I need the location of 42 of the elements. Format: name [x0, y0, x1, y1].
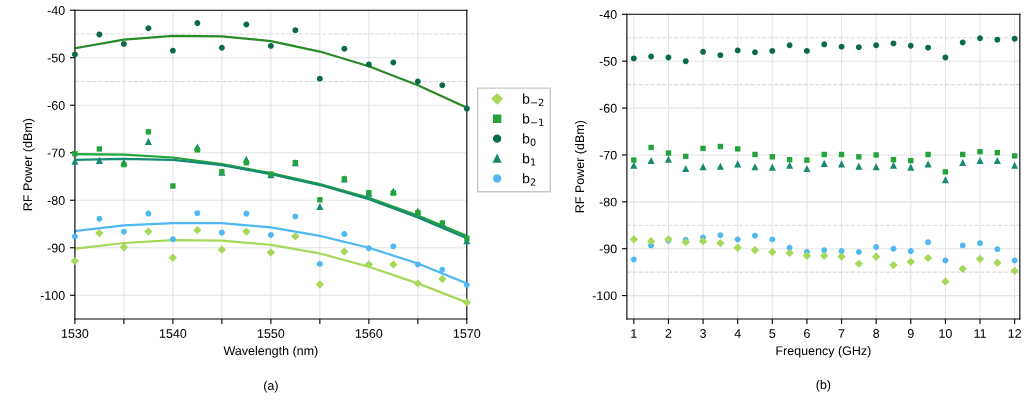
legend-label: b$_{0}$	[523, 133, 536, 146]
y-tick-label: -40	[599, 10, 617, 19]
y-tick-label: -50	[599, 56, 617, 66]
text: (b)	[816, 379, 831, 392]
y-tick-label: -60	[47, 101, 65, 110]
x-tick-label: 5	[769, 329, 776, 338]
x-tick-label: 1	[631, 329, 637, 338]
y-tick-label: -100	[40, 291, 65, 300]
x-tick-label: 1530	[61, 329, 89, 338]
y-tick-label: -70	[599, 150, 617, 160]
x-tick-label: 1550	[257, 329, 285, 338]
x-tick-label: 3	[700, 329, 706, 338]
x-tick-label: 4	[734, 329, 741, 338]
x-tick-label: 10	[939, 329, 952, 338]
y-tick-label: -90	[47, 243, 65, 253]
x-tick-label: 11	[974, 329, 986, 338]
x-tick-label: 9	[907, 329, 914, 338]
y-axis-title: RF Power (dBm)	[22, 118, 35, 211]
y-tick-label: -60	[599, 103, 617, 113]
y-tick-label: -90	[599, 244, 617, 254]
legend-label: b$_{−2}$	[523, 93, 544, 106]
x-tick-label: 12	[1008, 329, 1021, 338]
y-tick-label: -50	[47, 53, 65, 63]
x-axis-title: Wavelength (nm)	[223, 345, 318, 358]
x-tick-label: 1570	[453, 329, 481, 338]
y-tick-label: -100	[592, 291, 617, 301]
x-tick-label: 6	[804, 329, 810, 338]
legend-label: b$_{−1}$	[523, 113, 544, 126]
legend-label: b$_{1}$	[523, 153, 536, 166]
x-tick-label: 8	[873, 329, 880, 338]
x-tick-label: 1540	[159, 329, 187, 338]
y-tick-label: -70	[47, 148, 65, 158]
x-axis-title: Frequency (GHz)	[776, 345, 871, 358]
x-tick-label: 7	[838, 329, 845, 338]
y-axis-title: RF Power (dBm)	[574, 120, 587, 213]
x-tick-label: 2	[665, 329, 672, 338]
y-tick-label: -80	[599, 197, 617, 207]
x-tick-label: 1560	[355, 329, 383, 338]
y-tick-label: -40	[47, 6, 65, 15]
legend-label: b$_{2}$	[523, 173, 536, 186]
y-tick-label: -80	[47, 196, 65, 205]
text: (a)	[264, 380, 278, 393]
